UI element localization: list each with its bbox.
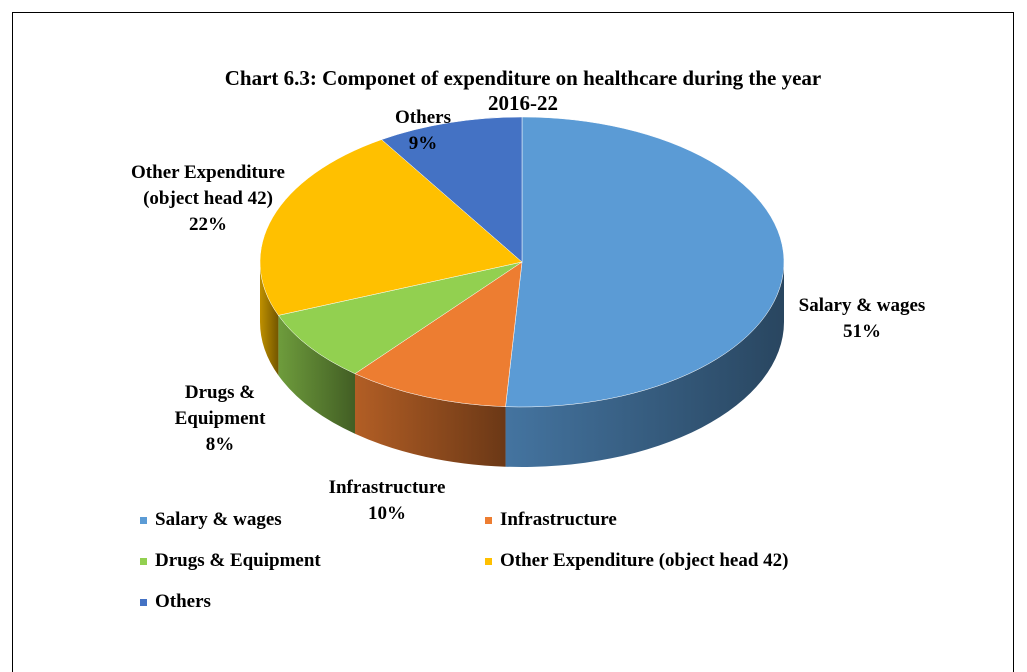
legend-swatch — [485, 557, 492, 565]
legend-item: Infrastructure — [485, 509, 617, 531]
legend-item: Salary & wages — [140, 509, 282, 531]
chart-title: Chart 6.3: Componet of expenditure on he… — [224, 66, 822, 115]
slice — [259, 139, 523, 316]
data-label-value: 8% — [205, 434, 235, 455]
data-label: Other Expenditure (object head 42) 22% — [131, 160, 286, 238]
slice — [505, 116, 785, 408]
legend-label: Infrastructure — [500, 509, 617, 530]
legend-swatch — [140, 598, 147, 606]
legend-label: Other Expenditure (object head 42) — [500, 550, 789, 571]
data-label-value: 10% — [368, 503, 406, 524]
legend-swatch — [140, 516, 147, 524]
data-label: Drugs & Equipment 8% — [165, 380, 275, 458]
slice-side — [354, 373, 506, 467]
data-label-name: Other Expenditure (object head 42) — [131, 162, 285, 209]
slice — [354, 261, 523, 407]
legend-label: Drugs & Equipment — [155, 550, 321, 571]
data-label-name: Drugs & Equipment — [174, 382, 266, 429]
data-label-name: Others — [395, 107, 451, 128]
data-label-name: Infrastructure — [328, 477, 446, 498]
legend-swatch — [485, 516, 492, 524]
data-label-value: 22% — [189, 214, 227, 235]
legend-swatch — [140, 557, 147, 565]
data-label: Infrastructure 10% — [287, 475, 487, 527]
chart-frame — [12, 12, 1014, 672]
data-label-value: 9% — [408, 133, 438, 154]
legend-item: Other Expenditure (object head 42) — [485, 550, 789, 572]
data-label-name: Salary & wages — [798, 295, 926, 316]
data-label: Others 9% — [368, 105, 478, 157]
legend-item: Others — [140, 591, 211, 613]
legend-label: Salary & wages — [155, 509, 282, 530]
slice-side — [260, 262, 279, 376]
slice — [277, 261, 523, 375]
slice-side — [278, 315, 355, 434]
slice — [381, 116, 523, 263]
data-label: Salary & wages 51% — [762, 293, 962, 345]
legend-item: Drugs & Equipment — [140, 550, 321, 572]
legend-label: Others — [155, 591, 211, 612]
slice-side — [505, 262, 784, 467]
data-label-value: 51% — [843, 321, 881, 342]
